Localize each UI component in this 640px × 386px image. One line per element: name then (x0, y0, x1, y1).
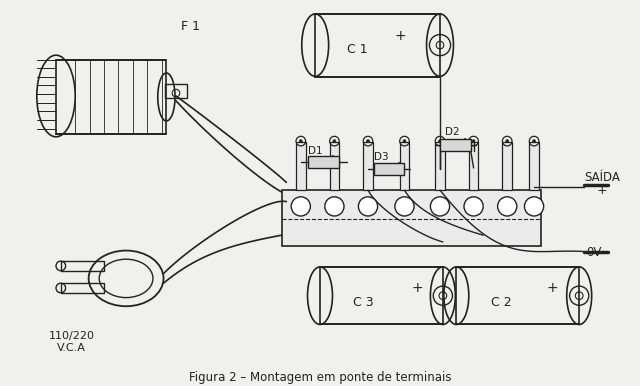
Circle shape (300, 140, 302, 142)
Bar (282, 190, 541, 246)
Circle shape (532, 140, 536, 142)
Circle shape (291, 197, 310, 216)
Text: 0V: 0V (586, 246, 602, 259)
Circle shape (431, 197, 450, 216)
Text: 110/220: 110/220 (49, 331, 95, 341)
Circle shape (438, 140, 442, 142)
Text: C 3: C 3 (353, 296, 373, 309)
Bar (440, 139, 471, 151)
Circle shape (367, 140, 369, 142)
Text: +: + (412, 281, 423, 295)
Circle shape (325, 197, 344, 216)
Text: +: + (395, 29, 406, 44)
Bar (502, 142, 512, 190)
Text: F 1: F 1 (181, 20, 200, 33)
Text: C 2: C 2 (491, 296, 511, 309)
Bar (435, 142, 445, 190)
Bar (529, 142, 539, 190)
Text: +: + (596, 184, 607, 196)
Bar (166, 85, 187, 98)
Text: V.C.A: V.C.A (57, 342, 86, 352)
Circle shape (506, 140, 509, 142)
Text: SAÍDA: SAÍDA (584, 171, 620, 184)
Bar (61, 283, 104, 293)
Bar (364, 142, 373, 190)
Circle shape (472, 140, 475, 142)
Bar (56, 59, 166, 134)
Circle shape (464, 197, 483, 216)
Text: C 1: C 1 (347, 43, 367, 56)
Bar (308, 156, 339, 168)
Circle shape (395, 197, 414, 216)
Circle shape (358, 197, 378, 216)
Circle shape (498, 197, 517, 216)
Text: +: + (547, 281, 558, 295)
Text: D2: D2 (445, 127, 460, 137)
Bar (316, 14, 440, 77)
Bar (400, 142, 410, 190)
Circle shape (333, 140, 336, 142)
Bar (374, 163, 404, 175)
Bar (330, 142, 339, 190)
Bar (296, 142, 306, 190)
Circle shape (525, 197, 544, 216)
Text: Figura 2 – Montagem em ponte de terminais: Figura 2 – Montagem em ponte de terminai… (189, 371, 451, 384)
Text: D1: D1 (308, 146, 323, 156)
Circle shape (403, 140, 406, 142)
Text: D3: D3 (374, 152, 388, 163)
Bar (469, 142, 479, 190)
Bar (456, 267, 579, 325)
Bar (61, 261, 104, 271)
Bar (320, 267, 443, 325)
